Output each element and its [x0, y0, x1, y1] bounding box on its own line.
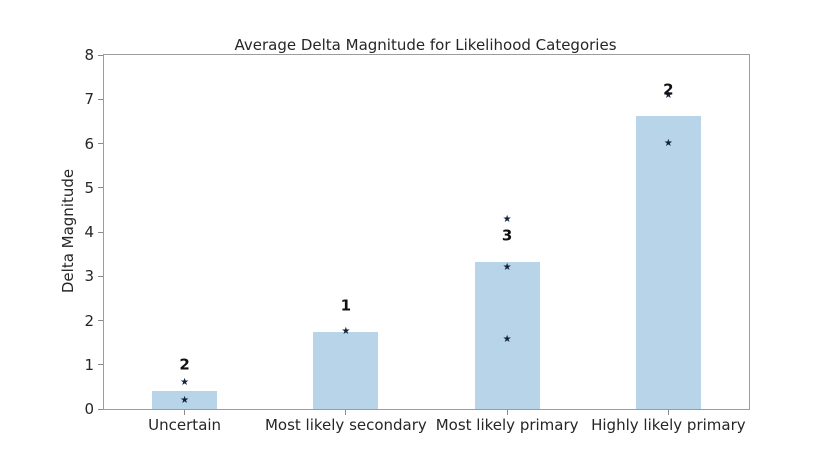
y-tick-label: 5: [84, 178, 94, 197]
count-annotation: 2: [663, 80, 674, 98]
y-tick-label: 6: [84, 134, 94, 153]
star-marker-icon: ★: [663, 90, 673, 102]
x-tick-label: Most likely primary: [435, 416, 579, 434]
bar: [313, 332, 379, 409]
y-tick-mark: [98, 408, 103, 410]
y-tick-mark: [98, 231, 103, 233]
count-annotation: 3: [501, 226, 513, 245]
bar: [152, 391, 218, 409]
y-tick-label: 7: [84, 90, 94, 109]
bar: [635, 116, 701, 409]
star-marker-icon: ★: [663, 137, 673, 149]
y-tick-mark: [98, 98, 103, 100]
x-tick-mark: [506, 410, 508, 415]
bar: [474, 262, 540, 409]
star-marker-icon: ★: [502, 261, 512, 273]
y-tick-label: 3: [84, 267, 94, 286]
star-marker-icon: ★: [502, 333, 512, 345]
y-tick-label: 8: [84, 46, 94, 64]
star-marker-icon: ★: [180, 377, 190, 389]
x-tick-label: Uncertain: [148, 416, 222, 434]
count-annotation: 1: [340, 296, 352, 315]
chart-title: Average Delta Magnitude for Likelihood C…: [234, 36, 617, 54]
y-tick-mark: [98, 143, 103, 144]
y-tick-mark: [98, 364, 103, 366]
y-tick-mark: [98, 187, 103, 189]
count-annotation: 2: [179, 355, 190, 374]
x-tick-mark: [184, 410, 186, 415]
y-tick-mark: [98, 320, 103, 321]
y-tick-mark: [98, 275, 103, 277]
y-tick-label: 1: [84, 355, 94, 374]
x-tick-mark: [667, 410, 669, 415]
star-marker-icon: ★: [180, 395, 190, 407]
x-tick-label: Most likely secondary: [264, 416, 427, 434]
star-marker-icon: ★: [502, 213, 512, 225]
x-tick-mark: [345, 410, 347, 415]
y-tick-label: 0: [84, 400, 94, 418]
y-tick-label: 2: [84, 311, 94, 330]
star-marker-icon: ★: [341, 326, 351, 338]
plot-area: 0 1 2 3 4 5 6 7 8 Uncertain Most likely secondary M…: [84, 46, 750, 434]
y-axis-label: Delta Magnitude: [59, 168, 77, 294]
x-tick-label: Highly likely primary: [591, 416, 746, 434]
y-tick-label: 4: [84, 223, 94, 241]
y-tick-mark: [98, 54, 103, 56]
